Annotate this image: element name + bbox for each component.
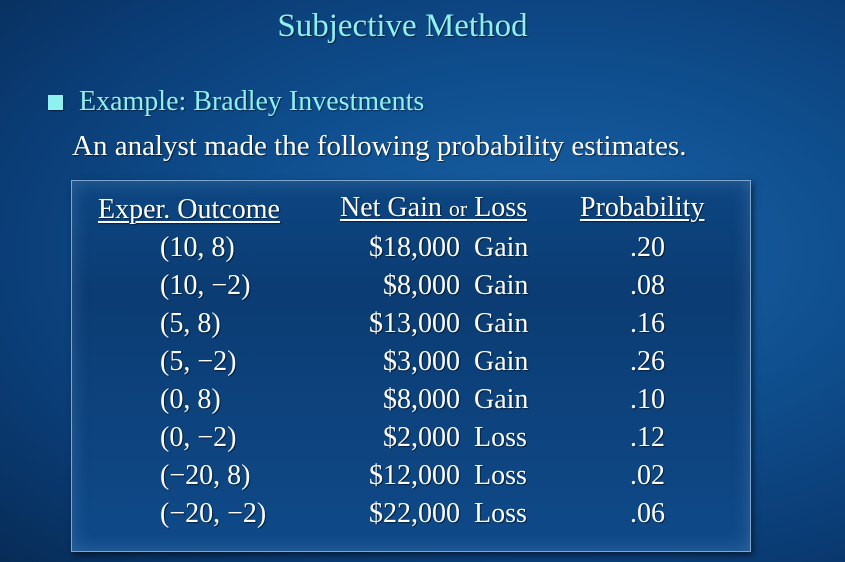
row-amount: $18,000 <box>369 232 460 263</box>
row-outcome: (5, −2) <box>160 346 237 377</box>
row-amount: $8,000 <box>383 270 460 301</box>
row-kind: Gain <box>474 232 529 263</box>
row-kind: Loss <box>474 460 527 491</box>
row-amount: $2,000 <box>383 422 460 453</box>
example-label: Example: Bradley Investments <box>79 86 425 117</box>
row-kind: Loss <box>474 498 527 529</box>
row-amount: $3,000 <box>383 346 460 377</box>
header-loss: Loss <box>474 192 528 223</box>
row-amount: $13,000 <box>369 308 460 339</box>
row-probability: .12 <box>630 422 665 453</box>
header-probability: Probability <box>580 192 705 223</box>
header-outcome: Exper. Outcome <box>98 194 280 225</box>
row-probability: .10 <box>630 384 665 415</box>
example-bullet: Example: Bradley Investments <box>48 86 424 118</box>
row-outcome: (−20, −2) <box>160 498 267 529</box>
row-kind: Gain <box>474 384 529 415</box>
row-kind: Gain <box>474 308 529 339</box>
probability-table-panel: Exper. Outcome Net Gain or Loss Probabil… <box>71 180 751 552</box>
row-probability: .08 <box>630 270 665 301</box>
row-outcome: (−20, 8) <box>160 460 251 491</box>
row-outcome: (5, 8) <box>160 308 221 339</box>
row-probability: .16 <box>630 308 665 339</box>
slide-title: Subjective Method <box>277 8 528 44</box>
square-bullet-icon <box>48 94 63 110</box>
row-outcome: (0, −2) <box>160 422 237 453</box>
slide-subtitle: An analyst made the following probabilit… <box>72 130 687 162</box>
row-probability: .02 <box>630 460 665 491</box>
row-probability: .26 <box>630 346 665 377</box>
row-amount: $12,000 <box>369 460 460 491</box>
row-outcome: (10, 8) <box>160 232 235 263</box>
row-amount: $22,000 <box>369 498 460 529</box>
row-kind: Gain <box>474 270 529 301</box>
header-net-gain: Net Gain <box>340 192 442 223</box>
header-or: or <box>448 196 468 221</box>
row-outcome: (10, −2) <box>160 270 251 301</box>
row-probability: .06 <box>630 498 665 529</box>
row-amount: $8,000 <box>383 384 460 415</box>
row-kind: Gain <box>474 346 529 377</box>
row-probability: .20 <box>630 232 665 263</box>
row-kind: Loss <box>474 422 527 453</box>
header-net-gain-or-loss: Net Gain or Loss <box>340 191 527 226</box>
row-outcome: (0, 8) <box>160 384 221 415</box>
